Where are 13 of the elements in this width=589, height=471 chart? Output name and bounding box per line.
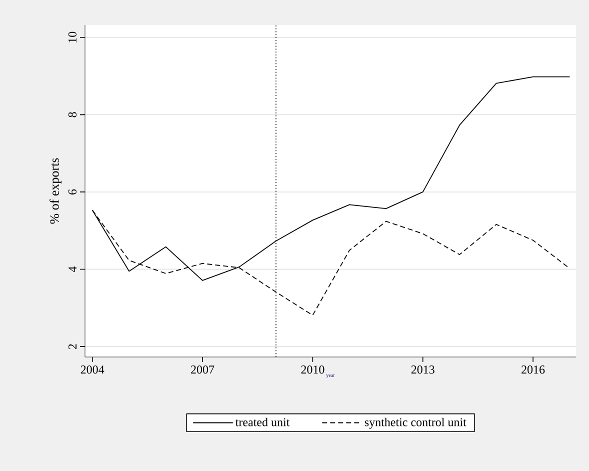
x-tick-label: 2010 (301, 366, 324, 374)
x-tick-label: 2013 (411, 366, 434, 374)
y-tick-label: 4 (68, 266, 76, 272)
y-tick-label: 6 (68, 189, 76, 194)
legend-label: treated unit (235, 418, 290, 426)
y-tick-label: 2 (68, 344, 76, 350)
y-axis-title: % of exports (50, 158, 62, 224)
legend-label: synthetic control unit (364, 418, 466, 429)
x-tick-label: 2007 (191, 366, 214, 374)
x-tick-label: 2016 (522, 366, 545, 374)
y-tick-label: 8 (68, 112, 76, 118)
y-tick-label: 10 (68, 32, 76, 42)
x-tick-label: 2004 (80, 366, 104, 374)
